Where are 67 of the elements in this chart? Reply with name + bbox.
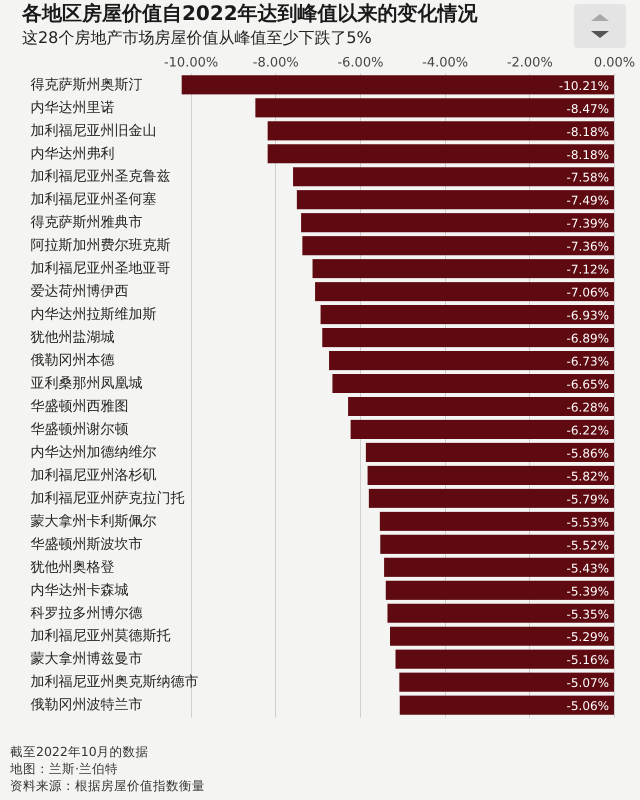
y-tick-label: 蒙大拿州卡利斯佩尔 <box>30 513 156 530</box>
x-tick-label: -6.00% <box>337 56 384 70</box>
data-label: -5.35% <box>566 607 609 622</box>
x-tick-label: -10.00% <box>164 56 218 70</box>
x-tick-label: -4.00% <box>422 56 468 70</box>
y-tick-label: 内华达州加德纳维尔 <box>30 444 156 460</box>
y-tick-label: 加利福尼亚州旧金山 <box>30 122 156 139</box>
y-tick-label: 内华达州弗利 <box>30 146 114 162</box>
y-tick-label: 犹他州盐湖城 <box>30 330 114 346</box>
data-label: -5.43% <box>566 561 609 576</box>
x-tick-label: -2.00% <box>506 56 553 70</box>
data-label: -7.12% <box>566 262 609 277</box>
data-label: -10.21% <box>558 78 609 93</box>
data-label: -5.82% <box>566 469 609 484</box>
y-tick-label: 俄勒冈州波特兰市 <box>30 697 142 714</box>
y-tick-label: 得克萨斯州奥斯汀 <box>30 76 142 93</box>
data-label: -5.16% <box>566 653 609 668</box>
data-label: -7.39% <box>566 216 609 231</box>
y-tick-label: 阿拉斯加州费尔班克斯 <box>30 238 170 254</box>
y-tick-label: 俄勒冈州本德 <box>30 352 114 369</box>
data-label: -5.52% <box>566 538 609 552</box>
data-label: -7.36% <box>566 240 609 254</box>
data-label: -6.65% <box>566 378 609 392</box>
y-tick-label: 华盛顿州斯波坎市 <box>30 536 142 552</box>
chart-title: 各地区房屋价值自2022年达到峰值以来的变化情况 <box>21 1 479 25</box>
y-tick-label: 蒙大拿州博兹曼市 <box>30 651 142 668</box>
y-tick-label: 加利福尼亚州圣地亚哥 <box>30 260 170 277</box>
x-tick-label: -8.00% <box>252 56 299 70</box>
data-label: -7.06% <box>566 286 609 300</box>
y-tick-label: 加利福尼亚州圣克鲁兹 <box>30 168 170 185</box>
y-tick-label: 内华达州里诺 <box>30 100 114 116</box>
y-tick-label: 华盛顿州谢尔顿 <box>30 421 128 438</box>
chart-subtitle: 这28个房地产市场房屋价值从峰值至少下跌了5% <box>22 28 372 47</box>
data-label: -5.06% <box>566 699 609 714</box>
y-tick-label: 亚利桑那州凤凰城 <box>30 376 142 392</box>
text: 地图：兰斯·兰伯特 <box>10 760 119 777</box>
y-tick-label: 科罗拉多州博尔德 <box>30 605 142 622</box>
data-label: -6.73% <box>566 354 609 369</box>
data-label: -5.86% <box>566 446 609 460</box>
data-label: -5.29% <box>566 630 609 644</box>
data-label: -7.58% <box>566 170 609 185</box>
y-tick-label: 爱达荷州博伊西 <box>30 284 128 300</box>
data-label: -6.22% <box>566 423 609 438</box>
data-label: -5.79% <box>566 492 609 506</box>
text: 截至2022年10月的数据 <box>10 743 150 760</box>
data-label: -8.47% <box>566 102 609 116</box>
data-label: -6.89% <box>566 332 609 346</box>
y-tick-label: 内华达州拉斯维加斯 <box>30 306 156 323</box>
data-label: -5.53% <box>566 515 609 530</box>
y-tick-label: 华盛顿州西雅图 <box>30 398 128 414</box>
data-label: -6.28% <box>566 400 609 414</box>
x-tick-label: 0.00% <box>594 56 636 70</box>
y-tick-label: 得克萨斯州雅典市 <box>30 214 142 231</box>
data-label: -7.49% <box>566 194 609 208</box>
y-tick-label: 加利福尼亚州洛杉矶 <box>30 467 156 484</box>
y-tick-label: 内华达州卡森城 <box>30 582 128 598</box>
y-tick-label: 犹他州奥格登 <box>30 559 114 576</box>
y-tick-label: 加利福尼亚州莫德斯托 <box>30 628 170 644</box>
y-tick-label: 加利福尼亚州萨克拉门托 <box>30 490 184 506</box>
data-label: -6.93% <box>566 308 609 323</box>
data-label: -5.39% <box>566 584 609 598</box>
y-tick-label: 加利福尼亚州奥克斯纳德市 <box>30 674 198 690</box>
data-label: -8.18% <box>566 148 609 162</box>
data-label: -5.07% <box>566 676 609 690</box>
data-label: -8.18% <box>566 124 609 139</box>
y-tick-label: 加利福尼亚州圣何塞 <box>30 192 156 208</box>
text: 资料来源：根据房屋价值指数衡量 <box>10 777 206 794</box>
